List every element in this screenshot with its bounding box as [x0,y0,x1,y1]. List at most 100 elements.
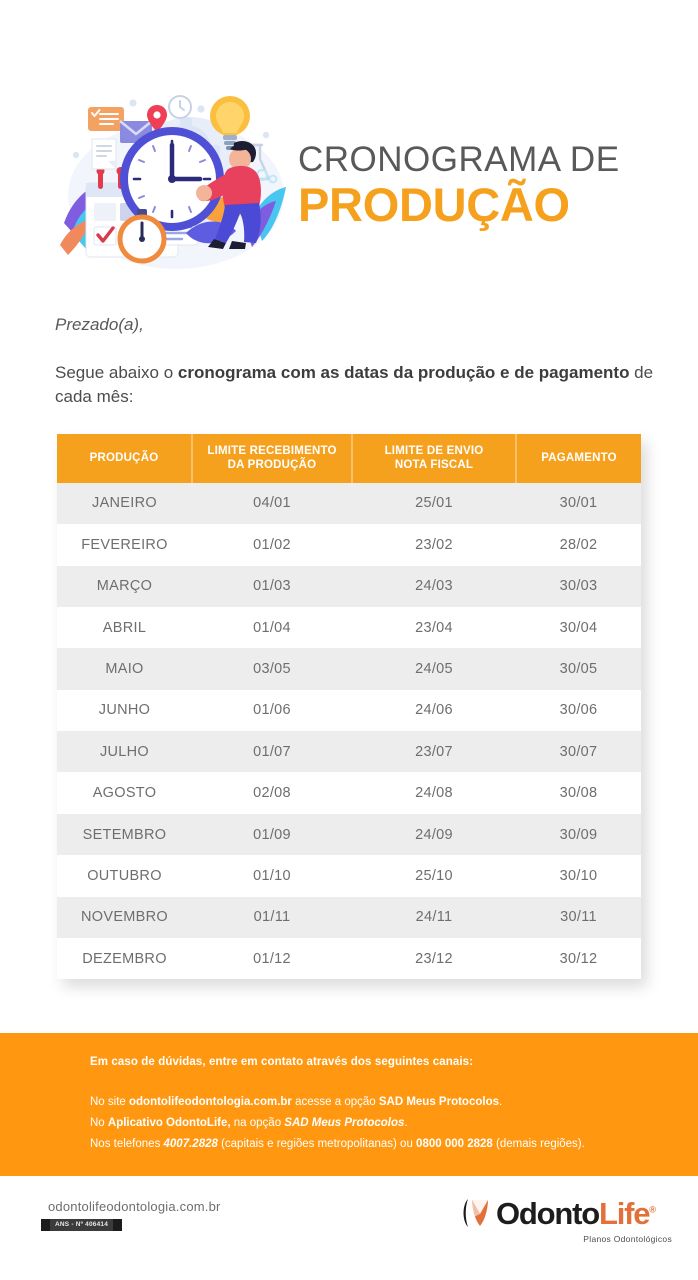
table-cell-pagamento: 30/01 [559,495,598,512]
table-head: PRODUÇÃO LIMITE RECEBIMENTO DA PRODUÇÃO … [57,434,641,483]
table-cell-producao: MAIO [105,661,144,677]
table-cell-pagamento: 30/09 [559,826,598,843]
contact-line-app: No Aplicativo OdontoLife, na opção SAD M… [90,1113,585,1134]
col-header-pagamento: PAGAMENTO [516,434,641,483]
table-cell-limite-envio: 23/02 [415,536,453,553]
table-cell-producao: JULHO [99,743,150,760]
table-cell-pagamento: 30/11 [560,909,597,926]
clock-schedule-illustration [58,83,288,273]
table-row: MARÇO 01/03 24/03 30/03 [57,565,641,607]
col-header-pagamento-line1: PAGAMENTO [541,452,617,465]
table-cell-producao: ABRIL [102,619,147,636]
table-row: DEZEMBRO 01/12 23/12 30/12 [57,938,641,980]
table-row: JUNHO 01/06 24/06 30/06 [57,689,641,732]
contact-line-phones: Nos telefones 4007.2828 (capitais e regi… [90,1134,585,1155]
odontolife-logo: OdontoLife® Planos Odontológicos [461,1194,676,1250]
table-cell-producao: OUTUBRO [87,867,162,884]
table-cell-limite-envio: 23/12 [415,950,453,967]
header: CRONOGRAMA DE PRODUÇÃO [0,78,698,278]
table-cell-producao: NOVEMBRO [81,909,168,926]
col-header-producao-line1: PRODUÇÃO [89,452,159,465]
contact-band-lines: No site odontolifeodontologia.com.br ace… [90,1092,585,1155]
contact-line-site-option: SAD Meus Protocolos [378,1096,499,1108]
table-row: JANEIRO 04/01 25/01 30/01 [57,482,641,525]
table-cell-limite-envio: 23/07 [415,743,453,760]
schedule-table-container: PRODUÇÃO LIMITE RECEBIMENTO DA PRODUÇÃO … [57,434,641,980]
table-cell-limite-recebimento: 01/06 [253,702,291,719]
odontolife-shield-icon [461,1197,491,1229]
table-cell-pagamento: 30/10 [559,867,598,884]
table-cell-producao: SETEMBRO [82,826,167,843]
contact-line-app-p2: na opção [230,1116,285,1129]
ans-registration-badge: ANS - Nº 406414 [41,1219,123,1231]
table-cell-limite-envio: 23/04 [415,619,453,636]
contact-line-site-url[interactable]: odontolifeodontologia.com.br [129,1096,292,1108]
table-cell-limite-envio: 25/01 [415,495,453,512]
table-cell-producao: AGOSTO [92,785,157,802]
lead-paragraph: Segue abaixo o cronograma com as datas d… [55,361,655,409]
table-header-row: PRODUÇÃO LIMITE RECEBIMENTO DA PRODUÇÃO … [57,434,641,483]
contact-phone-primary[interactable]: 4007.2828 [163,1137,218,1150]
table-cell-producao: JANEIRO [92,495,157,512]
contact-line-site-p3: . [499,1096,503,1108]
contact-line-phones-p1: Nos telefones [90,1137,164,1150]
contact-line-app-p1: No [90,1116,108,1129]
table-cell-limite-envio: 25/10 [415,867,453,884]
table-cell-pagamento: 28/02 [559,536,598,553]
table-cell-pagamento: 30/04 [559,619,598,636]
col-header-limite-envio: LIMITE DE ENVIO NOTA FISCAL [352,434,517,483]
table-cell-pagamento: 30/07 [559,743,598,760]
contact-line-app-name: Aplicativo OdontoLife, [107,1116,231,1129]
table-row: JULHO 01/07 23/07 30/07 [57,731,641,773]
table-cell-limite-recebimento: 01/04 [253,619,291,636]
contact-line-phones-p3: (demais regiões). [492,1137,585,1150]
table-cell-producao: DEZEMBRO [82,950,167,967]
table-cell-pagamento: 30/03 [559,578,598,595]
table-cell-limite-recebimento: 01/03 [253,578,291,595]
table-cell-limite-recebimento: 02/08 [253,785,291,802]
table-cell-producao: FEVEREIRO [81,536,168,553]
table-cell-limite-envio: 24/08 [415,785,453,802]
table-cell-limite-recebimento: 01/07 [253,743,291,760]
footer-site-url[interactable]: odontolifeodontologia.com.br [48,1199,221,1214]
title-line-1: CRONOGRAMA DE [298,139,620,179]
table-cell-limite-recebimento: 01/12 [253,950,291,967]
contact-line-app-p3: . [404,1116,408,1129]
contact-line-site: No site odontolifeodontologia.com.br ace… [90,1092,585,1113]
table-cell-limite-recebimento: 01/09 [253,826,291,843]
table-cell-pagamento: 30/05 [559,661,598,677]
lead-before: Segue abaixo o [55,363,178,382]
table-cell-limite-recebimento: 04/01 [253,495,291,512]
table-cell-limite-recebimento: 01/11 [253,909,291,926]
logo-wordmark: OdontoLife® [496,1195,656,1231]
col-header-limite-envio-line1: LIMITE DE ENVIO [384,445,484,457]
contact-band: Em caso de dúvidas, entre em contato atr… [0,1033,698,1176]
table-cell-limite-envio: 24/09 [415,826,453,843]
page-title: CRONOGRAMA DE PRODUÇÃO [298,127,620,229]
title-line-2: PRODUÇÃO [298,177,570,231]
table-row: ABRIL 01/04 23/04 30/04 [57,606,641,649]
col-header-limite-recebimento: LIMITE RECEBIMENTO DA PRODUÇÃO [192,434,353,483]
contact-line-app-option: SAD Meus Protocolos [284,1116,405,1129]
table-row: NOVEMBRO 01/11 24/11 30/11 [57,896,641,939]
table-cell-limite-envio: 24/03 [415,578,453,595]
schedule-table: PRODUÇÃO LIMITE RECEBIMENTO DA PRODUÇÃO … [57,434,641,980]
table-cell-pagamento: 30/08 [559,785,598,802]
table-row: OUTUBRO 01/10 25/10 30/10 [57,855,641,897]
logo-part-odonto: Odonto [496,1195,600,1231]
contact-line-site-p2: acesse a opção [291,1096,379,1108]
col-header-limite-envio-line2: NOTA FISCAL [394,459,474,472]
intro-text: Prezado(a), Segue abaixo o cronograma co… [55,315,655,409]
table-cell-producao: JUNHO [98,702,151,719]
table-cell-limite-envio: 24/11 [415,909,453,926]
table-cell-producao: MARÇO [96,578,153,595]
table-row: MAIO 03/05 24/05 30/05 [57,648,641,690]
table-cell-pagamento: 30/12 [559,950,598,967]
logo-row: OdontoLife® [461,1194,676,1232]
table-cell-limite-recebimento: 03/05 [253,661,291,677]
contact-band-title: Em caso de dúvidas, entre em contato atr… [90,1056,474,1068]
table-cell-limite-envio: 24/06 [415,702,453,719]
contact-phone-tollfree[interactable]: 0800 000 2828 [416,1137,493,1150]
table-row: FEVEREIRO 01/02 23/02 28/02 [57,524,641,566]
